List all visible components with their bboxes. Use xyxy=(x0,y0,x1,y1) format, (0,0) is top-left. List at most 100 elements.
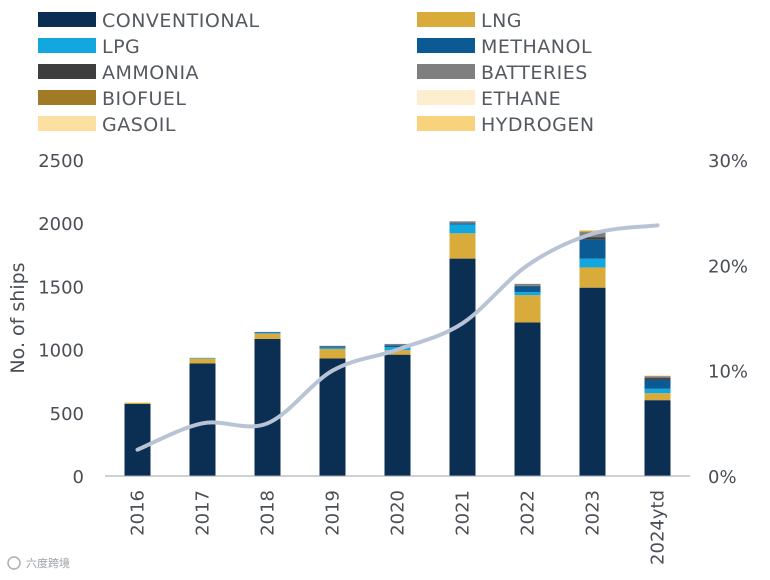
legend-label: HYDROGEN xyxy=(481,114,595,136)
bar-segment-lng-2022 xyxy=(514,295,541,323)
bar-segment-batteries-2021 xyxy=(449,221,476,224)
legend-swatch xyxy=(417,116,475,131)
bar-stack-2016 xyxy=(124,402,151,476)
legend-swatch xyxy=(38,90,96,105)
legend-label: AMMONIA xyxy=(102,62,199,84)
legend-item-methanol: METHANOL xyxy=(417,36,592,58)
y-tick-label: 1000 xyxy=(38,341,84,362)
legend-item-lpg: LPG xyxy=(38,36,140,58)
bar-segment-lpg-2021 xyxy=(449,224,476,234)
bar-stack-2021 xyxy=(449,221,476,476)
watermark-logo-icon xyxy=(7,556,21,570)
bar-segment-lng-2018 xyxy=(254,333,281,339)
bar-segment-hydrogen-2023 xyxy=(579,230,606,232)
legend-swatch xyxy=(417,64,475,79)
bar-segment-methanol-2023 xyxy=(579,239,606,259)
y-axis-left-ticks: 0 500 1000 1500 2000 2500 xyxy=(38,151,84,488)
x-tick-label: 2018 xyxy=(258,490,279,536)
y-tick-label: 2000 xyxy=(38,214,84,235)
y2-tick-label: 30% xyxy=(708,151,748,172)
bar-segment-conventional-2020 xyxy=(384,354,411,476)
bar-stack-2023 xyxy=(579,230,606,476)
y-tick-label: 1500 xyxy=(38,277,84,298)
bar-segment-ammonia-2022 xyxy=(514,285,541,287)
legend-label: LPG xyxy=(102,36,140,58)
bar-segment-lpg-2024ytd xyxy=(644,388,671,394)
bar-stack-2018 xyxy=(254,331,281,476)
legend-swatch xyxy=(38,116,96,131)
legend-label: BATTERIES xyxy=(481,62,588,84)
bar-stack-2022 xyxy=(514,283,541,476)
x-tick-label: 2021 xyxy=(453,490,474,536)
x-tick-label: 2023 xyxy=(583,490,604,536)
bar-segment-conventional-2016 xyxy=(124,403,151,476)
watermark-text: 六度跨境 xyxy=(26,556,70,570)
x-tick-label: 2019 xyxy=(323,490,344,536)
legend-swatch xyxy=(417,38,475,53)
legend-label: BIOFUEL xyxy=(102,88,187,110)
bar-segment-lpg-2019 xyxy=(319,347,346,349)
bar-stack-2017 xyxy=(189,357,216,476)
bar-segment-methanol-2021 xyxy=(449,223,476,225)
bar-segment-lpg-2018 xyxy=(254,333,281,334)
bar-segment-lng-2023 xyxy=(579,267,606,288)
bar-segment-batteries-2022 xyxy=(514,283,541,286)
x-tick-label: 2022 xyxy=(518,490,539,536)
legend-item-lng: LNG xyxy=(417,10,522,32)
y2-tick-label: 0% xyxy=(708,467,737,488)
bar-stack-2024ytd xyxy=(644,375,671,476)
bar-segment-lng-2021 xyxy=(449,233,476,259)
legend-label: CONVENTIONAL xyxy=(102,10,260,32)
bar-segment-batteries-2024ytd xyxy=(644,376,671,379)
bar-segment-conventional-2017 xyxy=(189,363,216,476)
bar-segment-lng-2024ytd xyxy=(644,393,671,401)
y-axis-title: No. of ships xyxy=(7,262,29,373)
bar-segment-lng-2020 xyxy=(384,350,411,355)
bar-segment-batteries-2018 xyxy=(254,331,281,333)
x-tick-label: 2020 xyxy=(388,490,409,536)
bar-segment-lng-2016 xyxy=(124,402,151,404)
legend-swatch xyxy=(38,38,96,53)
bar-segment-lpg-2017 xyxy=(189,357,216,359)
bar-segment-batteries-2020 xyxy=(384,343,411,346)
legend-item-hydrogen: HYDROGEN xyxy=(417,114,595,136)
bar-segment-conventional-2022 xyxy=(514,322,541,476)
x-tick-label: 2024ytd xyxy=(648,490,669,565)
legend-label: GASOIL xyxy=(102,114,176,136)
x-tick-label: 2017 xyxy=(193,490,214,536)
legend-item-conventional: CONVENTIONAL xyxy=(38,10,260,32)
bar-segment-lng-2019 xyxy=(319,348,346,359)
y2-tick-label: 10% xyxy=(708,362,748,383)
bar-segment-lpg-2022 xyxy=(514,292,541,296)
bar-segment-methanol-2022 xyxy=(514,286,541,293)
bar-segment-batteries-2019 xyxy=(319,345,346,347)
y2-tick-label: 20% xyxy=(708,256,748,277)
legend: CONVENTIONAL LNG LPG METHANOL AMMONIA BATTERI… xyxy=(38,10,595,136)
legend-item-ammonia: AMMONIA xyxy=(38,62,199,84)
legend-swatch xyxy=(38,64,96,79)
bar-segment-lpg-2023 xyxy=(579,258,606,268)
legend-swatch xyxy=(38,12,96,27)
y-axis-right-ticks: 0% 10% 20% 30% xyxy=(708,151,748,488)
bar-segment-methanol-2024ytd xyxy=(644,379,671,389)
bar-stack-2020 xyxy=(384,343,411,476)
bar-segment-methanol-2020 xyxy=(384,345,411,348)
bar-segment-hydrogen-2024ytd xyxy=(644,375,671,377)
legend-swatch xyxy=(417,12,475,27)
bars xyxy=(124,221,671,476)
bar-segment-conventional-2024ytd xyxy=(644,400,671,476)
y-tick-label: 0 xyxy=(73,467,84,488)
bar-segment-methanol-2019 xyxy=(319,346,346,348)
watermark: 六度跨境 xyxy=(7,556,70,570)
x-axis-ticks: 2016 2017 2018 2019 2020 2021 2022 2023 2024ytd xyxy=(128,490,669,565)
bar-segment-ammonia-2024ytd xyxy=(644,378,671,380)
legend-item-ethane: ETHANE xyxy=(417,88,561,110)
x-tick-label: 2016 xyxy=(128,490,149,536)
bar-segment-methanol-2018 xyxy=(254,332,281,334)
y-tick-label: 500 xyxy=(50,404,84,425)
plot-area xyxy=(105,221,690,477)
bar-segment-conventional-2021 xyxy=(449,258,476,476)
bar-segment-ammonia-2023 xyxy=(579,237,606,240)
legend-item-gasoil: GASOIL xyxy=(38,114,176,136)
